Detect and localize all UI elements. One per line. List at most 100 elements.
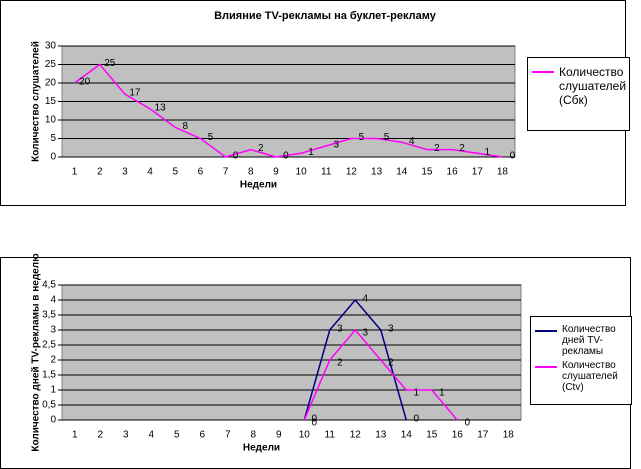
legend-entry: Количество слушателей (Сбк) — [532, 65, 627, 107]
x-tick-label: 7 — [225, 430, 231, 441]
legend-entry: Количество дней TV-рекламы — [535, 324, 627, 357]
y-tick-label: 2,5 — [42, 340, 56, 351]
x-tick-label: 18 — [503, 430, 515, 441]
data-label: 2 — [337, 358, 343, 369]
y-axis-title: Количество дней TV-рекламы в неделю — [31, 253, 42, 452]
data-label: 2 — [258, 143, 264, 154]
x-tick-label: 11 — [325, 430, 336, 441]
legend-swatch — [535, 330, 557, 332]
x-tick-label: 6 — [198, 167, 204, 178]
x-tick-label: 3 — [122, 167, 128, 178]
data-label: 0 — [233, 151, 239, 162]
line-series — [303, 298, 407, 421]
plot-area — [61, 284, 522, 421]
legend-label: Количество слушателей (Сбк) — [559, 65, 627, 107]
x-tick-label: 7 — [223, 167, 229, 178]
y-tick-label: 2 — [50, 355, 56, 366]
data-label: 17 — [129, 88, 141, 99]
y-tick-label: 1,5 — [42, 370, 56, 381]
data-label: 8 — [182, 121, 188, 132]
data-label: 0 — [311, 414, 317, 425]
legend: Количество дней TV-рекламы Количество слу… — [530, 316, 632, 405]
x-tick-label: 4 — [147, 167, 153, 178]
x-tick-label: 2 — [97, 430, 103, 441]
x-tick-label: 2 — [97, 167, 103, 178]
data-label: 4 — [409, 136, 415, 147]
data-label: 20 — [79, 77, 91, 88]
x-tick-label: 15 — [421, 167, 433, 178]
x-tick-label: 10 — [296, 167, 308, 178]
data-label: 5 — [208, 132, 214, 143]
x-tick-label: 18 — [497, 167, 509, 178]
data-label: 3 — [337, 324, 343, 335]
y-tick-label: 30 — [45, 41, 57, 52]
legend-label: Количество дней TV-рекламы — [562, 324, 616, 357]
data-label: 13 — [155, 103, 167, 114]
x-tick-label: 13 — [375, 430, 387, 441]
x-tick-label: 17 — [477, 430, 489, 441]
data-label: 25 — [104, 58, 116, 69]
x-tick-label: 12 — [350, 430, 362, 441]
legend-entry: Количество слушателей (Ctv) — [535, 360, 627, 393]
y-tick-label: 3,5 — [42, 310, 56, 321]
line-series — [74, 63, 503, 158]
x-tick-label: 8 — [248, 167, 254, 178]
y-tick-label: 15 — [45, 96, 57, 107]
y-tick-label: 4 — [50, 295, 56, 306]
data-label: 2 — [459, 143, 465, 154]
data-label: 3 — [333, 140, 339, 151]
legend-swatch — [535, 366, 557, 368]
legend-label: Количество слушателей (Ctv) — [562, 360, 618, 393]
x-tick-label: 16 — [447, 167, 459, 178]
data-label: 1 — [308, 147, 314, 158]
x-tick-label: 9 — [273, 167, 279, 178]
data-label: 5 — [359, 132, 365, 143]
x-axis-title: Недели — [240, 180, 277, 191]
y-tick-label: 25 — [45, 59, 57, 70]
y-axis-title: Количество слушателей — [31, 41, 42, 162]
x-tick-label: 1 — [72, 167, 78, 178]
legend-swatch — [532, 71, 554, 73]
x-tick-label: 10 — [299, 430, 311, 441]
x-tick-label: 3 — [123, 430, 129, 441]
y-tick-label: 1 — [50, 385, 56, 396]
x-tick-label: 8 — [250, 430, 256, 441]
line-series — [303, 328, 458, 421]
legend: Количество слушателей (Сбк) — [527, 57, 630, 131]
data-label: 0 — [510, 151, 516, 162]
x-tick-label: 14 — [396, 167, 408, 178]
data-label: 3 — [362, 328, 368, 339]
data-label: 1 — [484, 147, 490, 158]
y-tick-label: 0 — [50, 152, 56, 163]
y-tick-label: 10 — [45, 115, 57, 126]
data-label: 3 — [388, 324, 394, 335]
x-tick-label: 12 — [346, 167, 358, 178]
chart-title: Влияние TV-рекламы на буклет-рекламу — [214, 10, 437, 22]
data-label: 1 — [413, 388, 419, 399]
data-label: 2 — [388, 358, 394, 369]
data-label: 1 — [439, 388, 445, 399]
x-tick-label: 9 — [276, 430, 282, 441]
x-tick-label: 15 — [426, 430, 438, 441]
data-label: 0 — [413, 414, 419, 425]
y-tick-label: 20 — [45, 78, 57, 89]
data-label: 4 — [362, 294, 368, 305]
x-tick-label: 14 — [401, 430, 413, 441]
y-tick-label: 5 — [50, 133, 56, 144]
x-tick-label: 11 — [321, 167, 332, 178]
x-axis-title: Недели — [243, 443, 280, 454]
y-tick-label: 3 — [50, 325, 56, 336]
data-label: 2 — [434, 143, 440, 154]
x-tick-label: 6 — [199, 430, 205, 441]
data-label: 0 — [311, 418, 317, 429]
x-tick-label: 17 — [472, 167, 484, 178]
data-label: 0 — [464, 418, 470, 429]
x-tick-label: 1 — [72, 430, 78, 441]
y-tick-label: 0 — [50, 415, 56, 426]
data-label: 5 — [384, 132, 390, 143]
y-tick-label: 4,5 — [42, 280, 56, 291]
x-tick-label: 16 — [452, 430, 464, 441]
y-tick-label: 0,5 — [42, 400, 56, 411]
